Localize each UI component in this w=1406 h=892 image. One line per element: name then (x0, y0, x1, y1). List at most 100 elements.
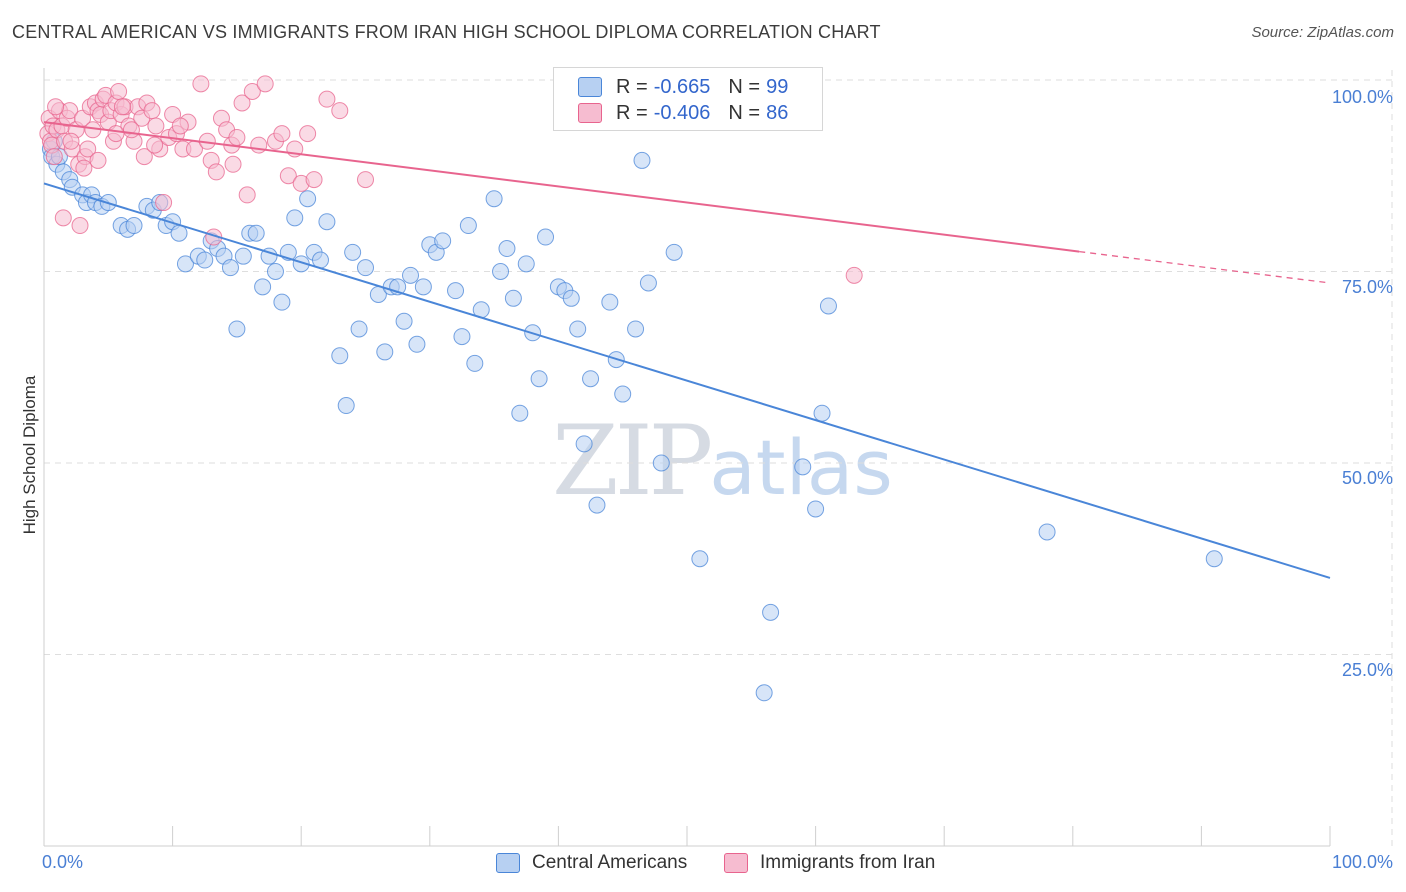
point-central-american (176, 255, 194, 273)
n-value: 99 (766, 75, 789, 98)
point-central-american (562, 289, 580, 307)
point-central-american (344, 243, 362, 261)
point-central-american (299, 190, 317, 208)
y-tick-25: 25.0% (1341, 660, 1393, 680)
point-central-american (1038, 523, 1056, 541)
trend-line-central-americans (43, 182, 1331, 579)
point-iran (233, 94, 251, 112)
legend-label: Immigrants from Iran (760, 852, 936, 873)
point-iran (89, 151, 107, 169)
blue-swatch (578, 77, 602, 97)
point-central-american (395, 312, 413, 330)
point-central-american (569, 320, 587, 338)
stats-row-iran: R = -0.406 N = 86 (578, 101, 796, 125)
point-central-american (357, 259, 374, 277)
legend-pink-swatch (724, 853, 748, 873)
point-iran (110, 82, 128, 100)
point-iran (207, 163, 225, 181)
point-central-american (318, 213, 336, 231)
point-central-american (762, 603, 780, 621)
point-iran (279, 167, 297, 185)
point-central-american (492, 263, 510, 280)
point-iran (256, 75, 274, 93)
point-central-american (254, 278, 272, 296)
point-iran (143, 102, 161, 120)
point-iran (107, 125, 125, 143)
chart-title: CENTRAL AMERICAN VS IMMIGRANTS FROM IRAN… (12, 22, 881, 42)
point-central-american (498, 240, 516, 258)
point-central-american (601, 293, 619, 311)
y-tick-50: 50.0% (1341, 468, 1393, 488)
point-iran (305, 171, 323, 189)
trend-lines (43, 121, 1331, 579)
point-central-american (537, 228, 555, 246)
point-central-american (331, 347, 349, 365)
point-central-american (286, 209, 304, 227)
point-iran (147, 117, 165, 135)
r-label: R = (616, 75, 648, 98)
point-iran (135, 148, 153, 166)
point-iran (224, 155, 242, 173)
point-central-american (125, 217, 143, 235)
point-central-american (582, 370, 600, 388)
point-central-american (350, 320, 368, 338)
point-central-american (517, 255, 535, 273)
point-iran (171, 117, 189, 135)
n-label: N = (728, 75, 761, 98)
legend-item-iran[interactable]: Immigrants from Iran (724, 852, 935, 874)
legend-label: Central Americans (532, 852, 688, 873)
watermark-zip: ZIP (552, 405, 713, 517)
point-central-american (588, 496, 606, 514)
point-central-american (170, 224, 188, 242)
stats-box: R = -0.665 N = 99 R = -0.406 N = 86 (553, 67, 823, 131)
point-central-american (447, 282, 465, 300)
point-central-american (337, 397, 355, 415)
legend-blue-swatch (496, 853, 520, 873)
point-iran (243, 82, 261, 100)
point-iran (299, 125, 317, 143)
legend-item-central-americans[interactable]: Central Americans (496, 852, 687, 874)
point-central-american (402, 266, 420, 284)
point-central-american (633, 151, 651, 169)
point-central-american (691, 550, 709, 568)
trend-line-iran-extension (1079, 250, 1331, 284)
point-iran (75, 159, 93, 177)
point-iran (192, 75, 210, 93)
point-central-american (485, 190, 503, 208)
data-points (39, 71, 1223, 702)
point-central-american (819, 297, 837, 315)
point-iran (318, 90, 336, 108)
point-central-american (234, 247, 252, 265)
point-central-american (221, 259, 239, 277)
point-central-american (665, 243, 683, 261)
point-iran (71, 217, 89, 235)
point-central-american (511, 404, 529, 422)
point-iran (45, 148, 63, 166)
point-central-american (504, 289, 522, 307)
point-central-american (639, 274, 657, 292)
point-central-american (466, 354, 484, 372)
point-iran (122, 121, 140, 139)
point-central-american (414, 278, 432, 296)
point-central-american (627, 320, 645, 338)
r-value: -0.406 (653, 101, 711, 124)
point-iran (79, 140, 97, 158)
pink-swatch (578, 103, 602, 123)
point-central-american (755, 684, 773, 702)
point-iran (113, 98, 131, 116)
point-central-american (376, 343, 394, 361)
point-central-american (228, 320, 246, 338)
point-central-american (266, 263, 284, 280)
point-iran (62, 132, 80, 150)
n-label: N = (728, 101, 761, 124)
y-tick-100: 100.0% (1331, 87, 1393, 107)
point-iran (238, 186, 256, 204)
axes (43, 68, 1331, 847)
point-central-american (614, 385, 632, 403)
watermark: ZIPatlas (552, 405, 893, 517)
n-value: 86 (766, 101, 789, 124)
point-central-american (247, 224, 265, 242)
point-iran (155, 194, 173, 212)
point-iran (54, 209, 72, 227)
